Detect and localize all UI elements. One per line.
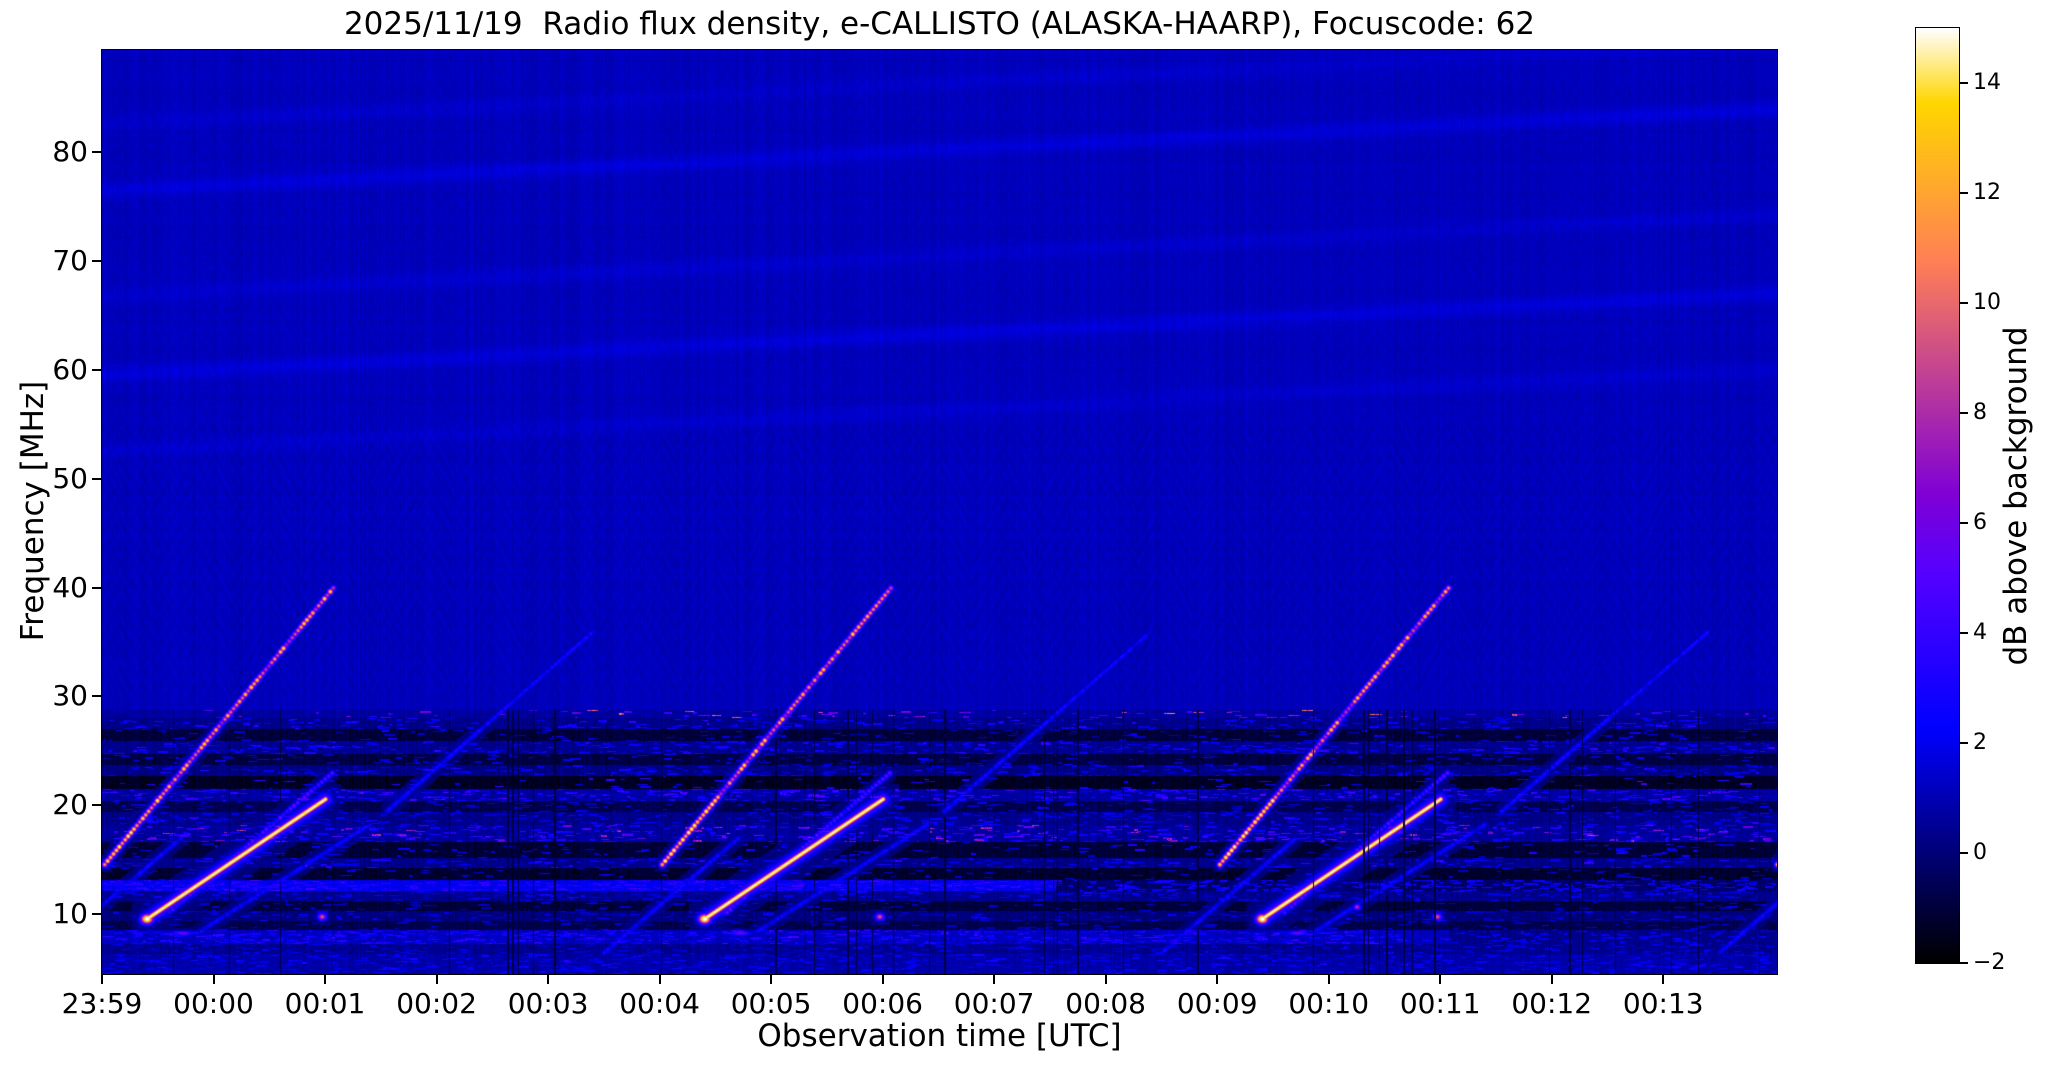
colorbar-tick-label: 10 [1973, 290, 2001, 315]
y-tick-mark [92, 260, 102, 263]
colorbar-tick-mark [1959, 412, 1968, 414]
x-tick-mark [1104, 974, 1107, 984]
x-tick-mark [1550, 974, 1553, 984]
x-tick-label: 00:04 [619, 987, 700, 1020]
y-tick-label: 40 [52, 570, 88, 604]
colorbar-tick-label: 0 [1973, 840, 1987, 865]
y-tick-label: 10 [52, 897, 88, 931]
y-tick-label: 80 [52, 135, 88, 169]
plot-title: 2025/11/19 Radio flux density, e-CALLIST… [343, 6, 1536, 42]
colorbar-tick-mark [1959, 192, 1968, 194]
x-tick-mark [1327, 974, 1330, 984]
colorbar-frame [1915, 27, 1960, 964]
x-tick-mark [881, 974, 884, 984]
x-tick-label: 00:02 [396, 987, 477, 1020]
colorbar-tick-mark [1959, 742, 1968, 744]
y-tick-label: 30 [52, 679, 88, 713]
plot-frame [101, 49, 1778, 975]
colorbar-tick-label: −2 [1973, 950, 2006, 975]
y-tick-mark [92, 586, 102, 589]
colorbar-tick-label: 6 [1973, 510, 1987, 535]
x-tick-mark [547, 974, 550, 984]
y-tick-label: 60 [52, 352, 88, 386]
x-tick-mark [1216, 974, 1219, 984]
y-tick-label: 20 [52, 788, 88, 822]
colorbar-tick-mark [1959, 632, 1968, 634]
x-tick-label: 00:06 [842, 987, 923, 1020]
x-tick-label: 00:03 [507, 987, 589, 1020]
x-tick-label: 00:01 [284, 987, 366, 1020]
x-tick-mark [1662, 974, 1665, 984]
colorbar-tick-label: 14 [1973, 70, 2001, 95]
x-tick-mark [435, 974, 438, 984]
y-tick-mark [92, 368, 102, 371]
colorbar-tick-label: 2 [1973, 730, 1987, 755]
y-tick-mark [92, 695, 102, 698]
colorbar-canvas [1916, 28, 1959, 963]
x-tick-mark [770, 974, 773, 984]
y-tick-mark [92, 804, 102, 807]
colorbar-tick-label: 8 [1973, 400, 1987, 425]
x-tick-label: 00:13 [1622, 987, 1704, 1020]
x-tick-label: 00:08 [1065, 987, 1146, 1020]
x-tick-label: 00:05 [730, 987, 812, 1020]
x-tick-mark [993, 974, 996, 984]
x-axis-label: Observation time [UTC] [757, 1018, 1122, 1054]
colorbar-label: dB above background [1998, 326, 2034, 666]
colorbar-tick-mark [1959, 962, 1968, 964]
x-tick-label: 00:11 [1399, 987, 1481, 1020]
x-tick-label: 00:07 [953, 987, 1035, 1020]
x-tick-mark [1439, 974, 1442, 984]
colorbar-tick-mark [1959, 852, 1968, 854]
x-tick-label: 00:12 [1511, 987, 1593, 1020]
x-tick-mark [101, 974, 103, 984]
y-tick-label: 70 [52, 244, 88, 278]
y-tick-label: 50 [52, 461, 88, 495]
y-tick-mark [92, 913, 102, 916]
y-tick-mark [92, 477, 102, 480]
x-tick-label: 00:10 [1288, 987, 1370, 1020]
colorbar-tick-label: 12 [1973, 180, 2001, 205]
colorbar-tick-mark [1959, 302, 1968, 304]
spectrogram-canvas [102, 50, 1777, 974]
x-tick-label: 23:59 [61, 987, 143, 1020]
x-tick-label: 00:00 [173, 987, 254, 1020]
x-tick-label: 00:09 [1176, 987, 1258, 1020]
x-tick-mark [658, 974, 661, 984]
colorbar-tick-mark [1959, 82, 1968, 84]
y-tick-mark [92, 151, 102, 154]
colorbar-tick-label: 4 [1973, 620, 1987, 645]
colorbar-tick-mark [1959, 522, 1968, 524]
x-tick-mark [324, 974, 327, 984]
x-tick-mark [212, 974, 215, 984]
